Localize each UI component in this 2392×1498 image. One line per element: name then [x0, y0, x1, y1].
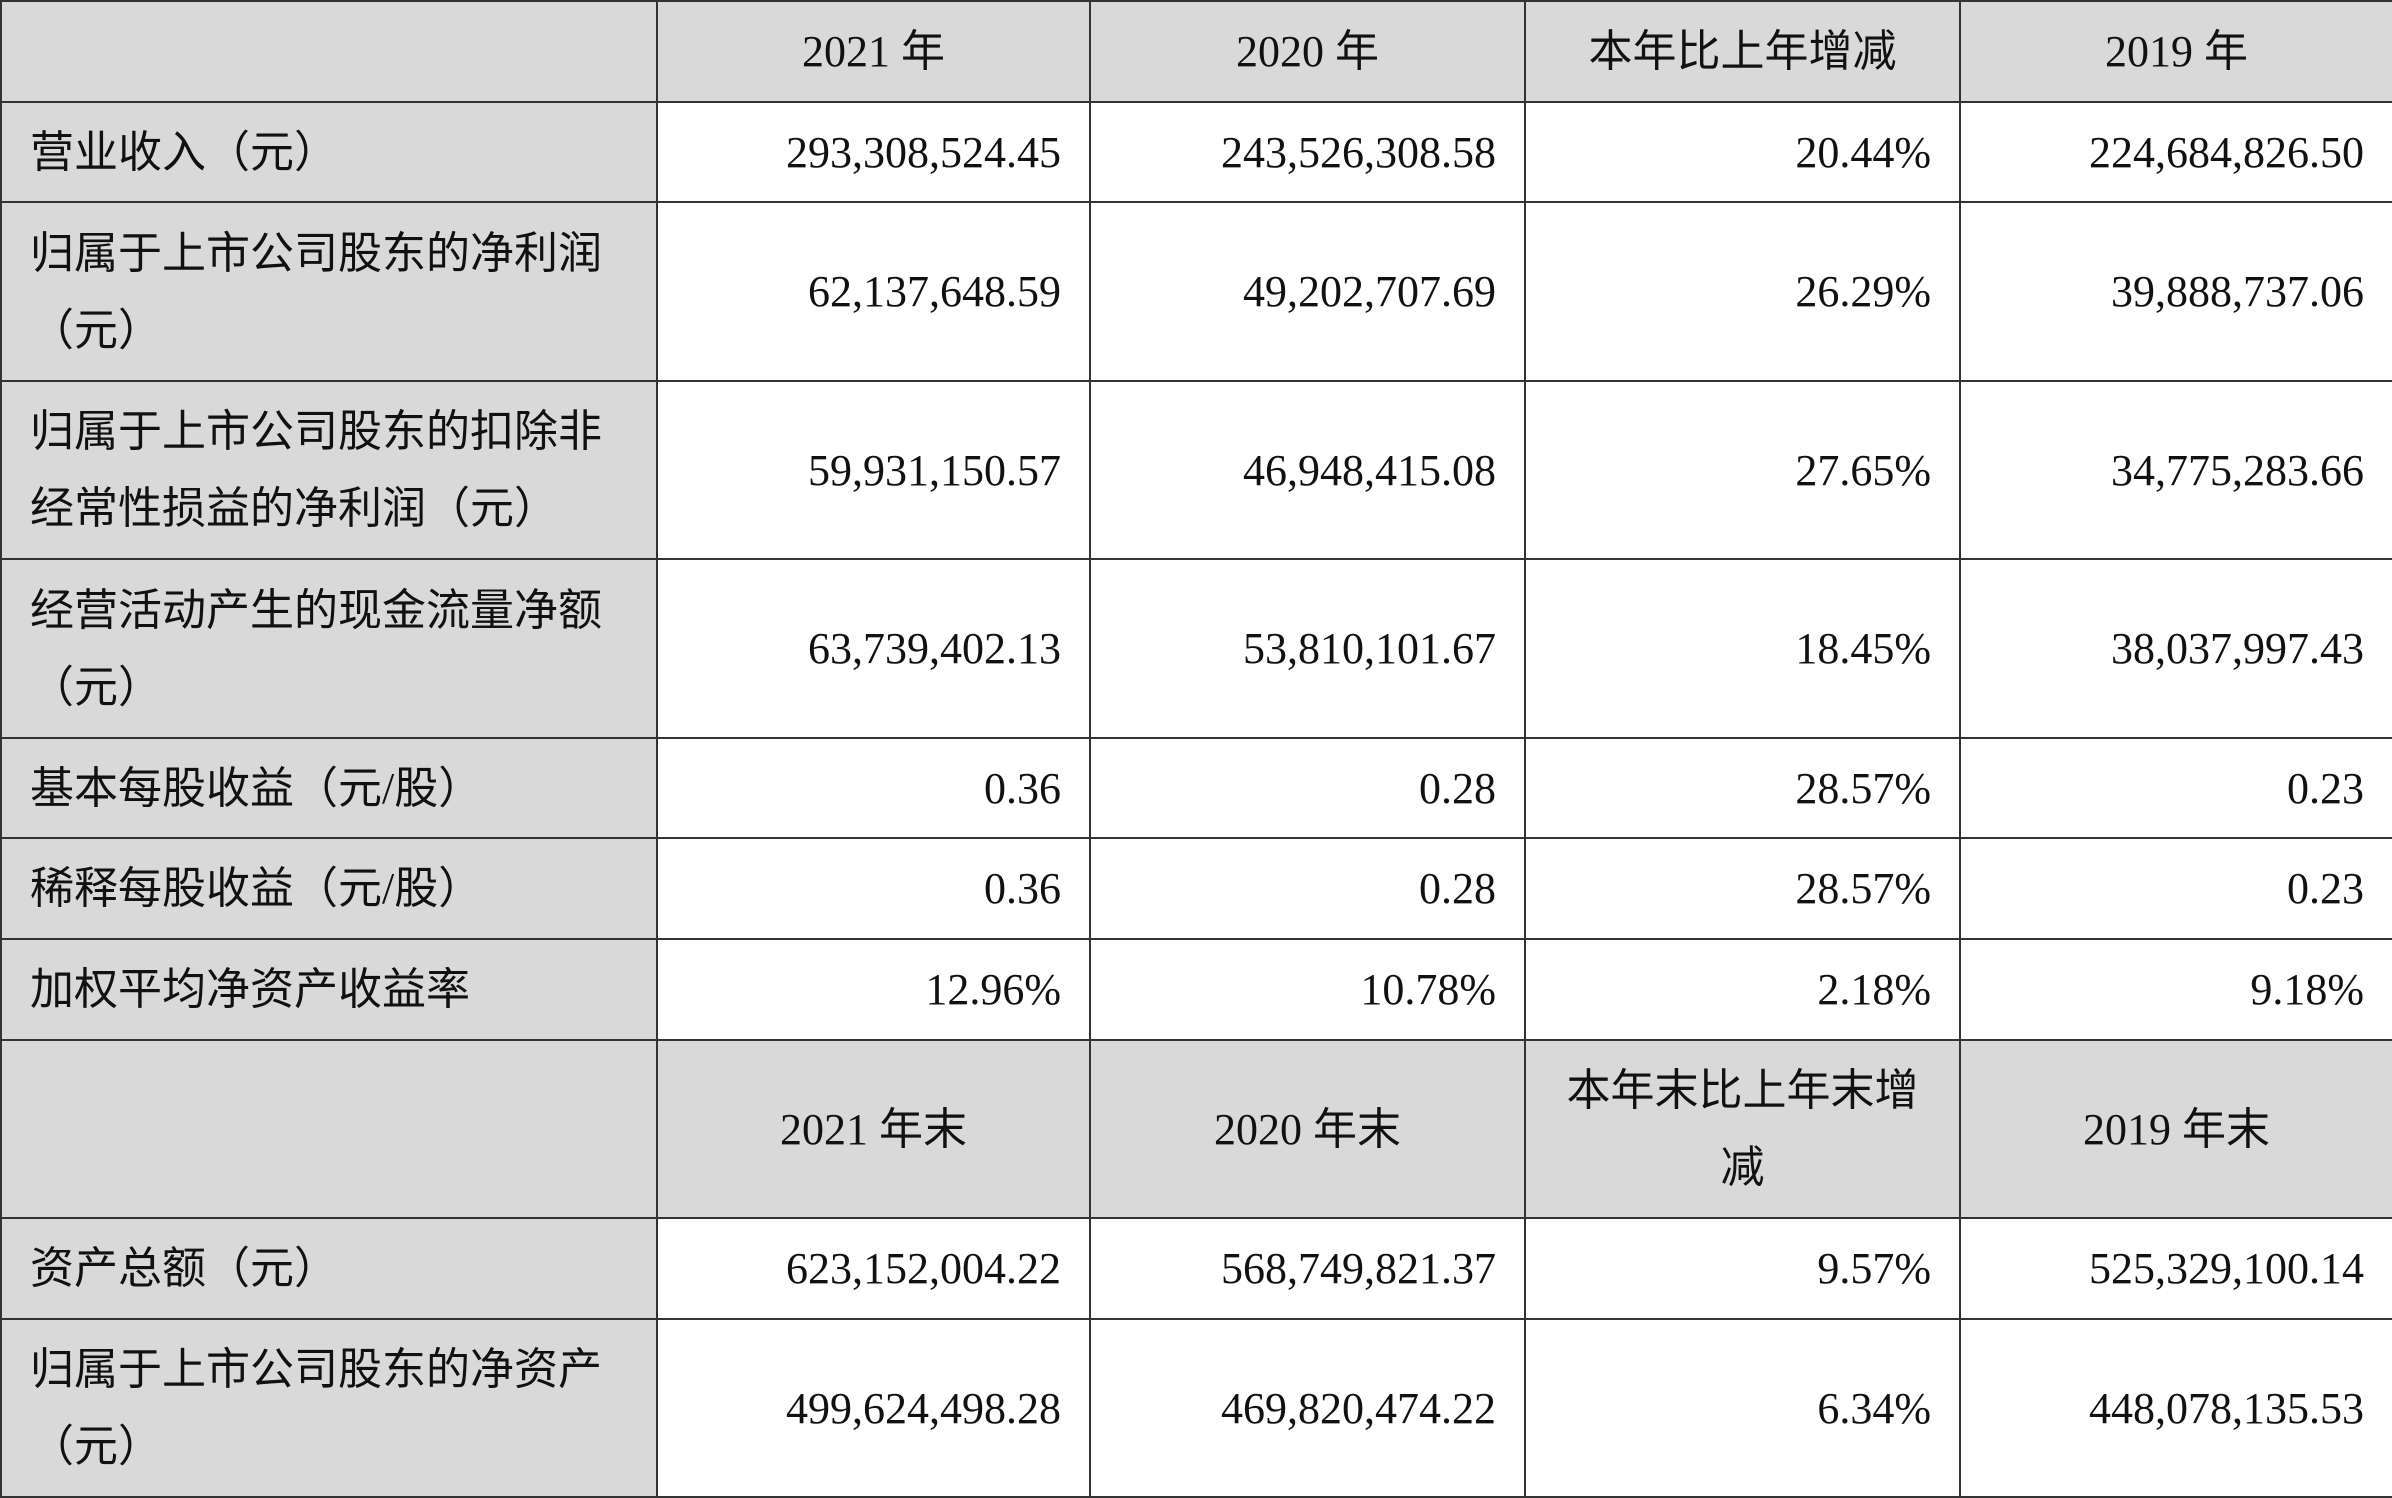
value-cell: 9.57% — [1524, 1217, 1961, 1320]
value-cell: 18.45% — [1524, 558, 1961, 739]
row-label: 加权平均净资产收益率 — [0, 938, 658, 1041]
header-cell: 2019 年末 — [1959, 1039, 2392, 1219]
header-cell: 2021 年末 — [656, 1039, 1091, 1219]
value-cell: 0.36 — [656, 837, 1091, 940]
value-cell: 0.23 — [1959, 737, 2392, 839]
value-cell: 34,775,283.66 — [1959, 380, 2392, 560]
row-label: 稀释每股收益（元/股） — [0, 837, 658, 940]
value-cell: 0.23 — [1959, 837, 2392, 940]
value-cell: 0.28 — [1089, 837, 1526, 940]
value-cell: 38,037,997.43 — [1959, 558, 2392, 739]
value-cell: 28.57% — [1524, 837, 1961, 940]
data-row: 基本每股收益（元/股） 0.36 0.28 28.57% 0.23 — [0, 737, 2392, 839]
value-cell: 623,152,004.22 — [656, 1217, 1091, 1320]
data-row: 稀释每股收益（元/股） 0.36 0.28 28.57% 0.23 — [0, 837, 2392, 940]
header-cell: 2020 年 — [1089, 0, 1526, 103]
value-cell: 469,820,474.22 — [1089, 1318, 1526, 1498]
value-cell: 293,308,524.45 — [656, 101, 1091, 203]
data-row: 营业收入（元） 293,308,524.45 243,526,308.58 20.44… — [0, 101, 2392, 203]
value-cell: 568,749,821.37 — [1089, 1217, 1526, 1320]
row-label: 归属于上市公司股东的净资产（元） — [0, 1318, 658, 1498]
value-cell: 62,137,648.59 — [656, 201, 1091, 382]
value-cell: 9.18% — [1959, 938, 2392, 1041]
header-cell: 2021 年 — [656, 0, 1091, 103]
value-cell: 46,948,415.08 — [1089, 380, 1526, 560]
row-label: 营业收入（元） — [0, 101, 658, 203]
header-cell — [0, 0, 658, 103]
value-cell: 63,739,402.13 — [656, 558, 1091, 739]
header-cell: 2019 年 — [1959, 0, 2392, 103]
value-cell: 20.44% — [1524, 101, 1961, 203]
value-cell: 0.36 — [656, 737, 1091, 839]
data-row: 归属于上市公司股东的扣除非经常性损益的净利润（元） 59,931,150.57 46… — [0, 380, 2392, 560]
row-label: 经营活动产生的现金流量净额（元） — [0, 558, 658, 739]
value-cell: 28.57% — [1524, 737, 1961, 839]
row-label: 归属于上市公司股东的扣除非经常性损益的净利润（元） — [0, 380, 658, 560]
header-row: 2021 年末 2020 年末 本年末比上年末增减 2019 年末 — [0, 1039, 2392, 1219]
header-cell — [0, 1039, 658, 1219]
header-cell: 2020 年末 — [1089, 1039, 1526, 1219]
value-cell: 6.34% — [1524, 1318, 1961, 1498]
value-cell: 49,202,707.69 — [1089, 201, 1526, 382]
header-cell: 本年末比上年末增减 — [1524, 1039, 1961, 1219]
value-cell: 2.18% — [1524, 938, 1961, 1041]
value-cell: 53,810,101.67 — [1089, 558, 1526, 739]
data-row: 归属于上市公司股东的净资产（元） 499,624,498.28 469,820,47… — [0, 1318, 2392, 1498]
value-cell: 499,624,498.28 — [656, 1318, 1091, 1498]
data-row: 经营活动产生的现金流量净额（元） 63,739,402.13 53,810,101.… — [0, 558, 2392, 739]
value-cell: 59,931,150.57 — [656, 380, 1091, 560]
row-label: 基本每股收益（元/股） — [0, 737, 658, 839]
value-cell: 39,888,737.06 — [1959, 201, 2392, 382]
value-cell: 448,078,135.53 — [1959, 1318, 2392, 1498]
value-cell: 27.65% — [1524, 380, 1961, 560]
value-cell: 243,526,308.58 — [1089, 101, 1526, 203]
value-cell: 26.29% — [1524, 201, 1961, 382]
header-cell: 本年比上年增减 — [1524, 0, 1961, 103]
data-row: 资产总额（元） 623,152,004.22 568,749,821.37 9.57%… — [0, 1217, 2392, 1320]
row-label: 归属于上市公司股东的净利润（元） — [0, 201, 658, 382]
header-row: 2021 年 2020 年本年比上年增减 2019 年 — [0, 0, 2392, 103]
data-row: 归属于上市公司股东的净利润（元） 62,137,648.59 49,202,707.… — [0, 201, 2392, 382]
value-cell: 10.78% — [1089, 938, 1526, 1041]
value-cell: 12.96% — [656, 938, 1091, 1041]
value-cell: 0.28 — [1089, 737, 1526, 839]
value-cell: 224,684,826.50 — [1959, 101, 2392, 203]
value-cell: 525,329,100.14 — [1959, 1217, 2392, 1320]
row-label: 资产总额（元） — [0, 1217, 658, 1320]
data-row: 加权平均净资产收益率 12.96% 10.78% 2.18% 9.18% — [0, 938, 2392, 1041]
